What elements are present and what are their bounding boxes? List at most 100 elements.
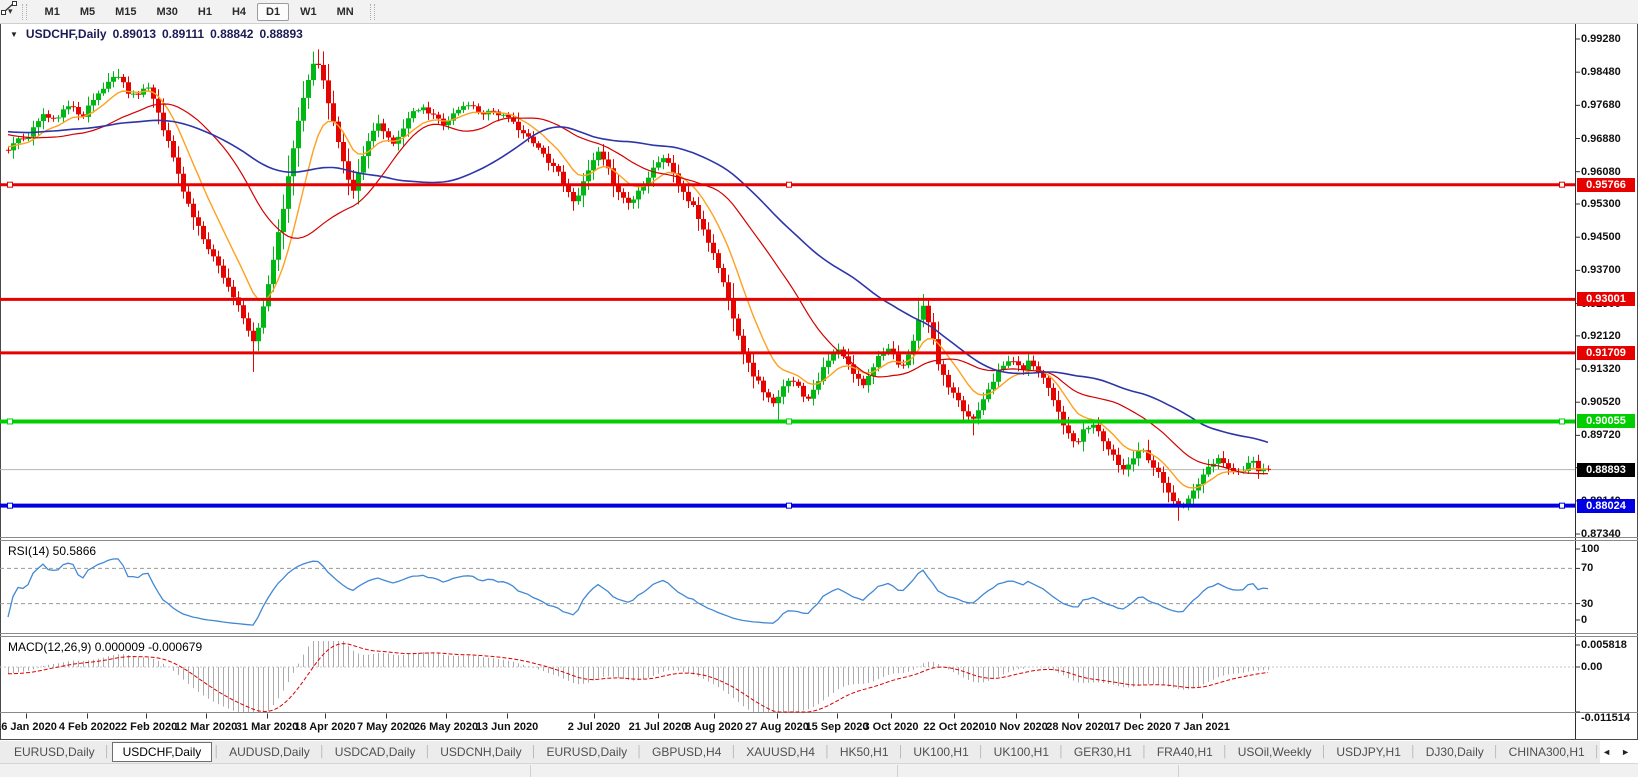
price-tag-0.95766: 0.95766 bbox=[1577, 177, 1635, 192]
price-axis-label: 0.99280 bbox=[1581, 33, 1621, 45]
timeframe-button-H4[interactable]: H4 bbox=[231, 5, 247, 18]
macd-signal-line bbox=[7, 643, 1269, 713]
tab-separator: │ bbox=[1221, 746, 1229, 758]
status-divider bbox=[530, 765, 531, 777]
rsi-axis-label: 70 bbox=[1581, 562, 1594, 575]
tab-scroll-right-button[interactable]: ► bbox=[1621, 747, 1630, 757]
line-handle[interactable] bbox=[7, 502, 13, 509]
timeframe-button-M30[interactable]: M30 bbox=[156, 5, 178, 18]
timeframe-button-M15[interactable]: M15 bbox=[115, 5, 137, 18]
timeframe-button-M5[interactable]: M5 bbox=[79, 5, 96, 18]
price-axis-label: 0.89720 bbox=[1581, 429, 1621, 442]
line-handle[interactable] bbox=[1559, 502, 1565, 509]
timeframe-button-M1[interactable]: M1 bbox=[44, 5, 60, 18]
tab-separator: │ bbox=[103, 746, 111, 758]
date-axis-label: 17 Dec 2020 bbox=[1108, 721, 1172, 733]
date-axis-label: 4 Feb 2020 bbox=[58, 721, 116, 733]
date-axis-label: 13 Jun 2020 bbox=[475, 721, 539, 733]
price-axis-label: 0.95300 bbox=[1581, 198, 1621, 210]
chart-tab-fra40-h1[interactable]: FRA40,H1 bbox=[1156, 745, 1213, 759]
line-handle[interactable] bbox=[1559, 418, 1565, 425]
timeframe-toolbar: ▾ M1 M5 M15 M30 H1 H4 D1 W1 MN bbox=[0, 0, 1638, 24]
toolbar-grip bbox=[21, 3, 27, 20]
timeframe-button-H1[interactable]: H1 bbox=[197, 5, 212, 18]
tab-separator: │ bbox=[213, 746, 221, 758]
date-axis-label: 15 Sep 2020 bbox=[805, 721, 869, 733]
price-axis-label: 0.96880 bbox=[1581, 132, 1621, 145]
chart-tab-china300-h1[interactable]: CHINA300,H1 bbox=[1508, 745, 1585, 759]
line-handle[interactable] bbox=[1559, 181, 1565, 188]
chart-tab-usdjpy-h1[interactable]: USDJPY,H1 bbox=[1336, 745, 1401, 759]
status-strip bbox=[0, 763, 1638, 777]
rsi-pane bbox=[0, 558, 1575, 626]
price-axis-label: 0.90520 bbox=[1581, 396, 1621, 409]
date-axis-label: 16 Jan 2020 bbox=[0, 721, 57, 733]
price-axis-label: 0.94500 bbox=[1581, 231, 1621, 244]
line-handle[interactable] bbox=[786, 181, 792, 188]
line-handle[interactable] bbox=[7, 418, 13, 425]
timeframe-button-D1[interactable]: D1 bbox=[257, 2, 290, 21]
chart-tab-bar: EURUSD,Daily │ USDCHF,Daily │ AUDUSD,Daily │ U… bbox=[0, 741, 1600, 763]
ohlc-high: 0.89111 bbox=[162, 27, 205, 41]
chart-tab-eurusd-daily[interactable]: EURUSD,Daily bbox=[14, 745, 95, 759]
chart-tab-audusd-daily[interactable]: AUDUSD,Daily bbox=[229, 745, 310, 759]
chart-tab-usoil-weekly[interactable]: USOil,Weekly bbox=[1237, 745, 1312, 759]
tab-separator: │ bbox=[1593, 746, 1600, 758]
chart-tab-dj30-daily[interactable]: DJ30,Daily bbox=[1425, 745, 1484, 759]
chart-tab-xauusd-h4[interactable]: XAUUSD,H4 bbox=[746, 745, 815, 759]
tab-separator: │ bbox=[897, 746, 905, 758]
toolbar-grip-end bbox=[369, 3, 375, 20]
tab-scroll-left-button[interactable]: ◄ bbox=[1602, 747, 1612, 757]
ohlc-open: 0.89013 bbox=[112, 27, 156, 41]
price-axis-label: 0.91320 bbox=[1581, 363, 1621, 376]
horizontal-line-0.95766[interactable] bbox=[0, 181, 1575, 188]
ohlc-low: 0.88842 bbox=[210, 27, 254, 41]
chart-tab-hk50-h1[interactable]: HK50,H1 bbox=[839, 745, 889, 759]
timeframe-button-W1[interactable]: W1 bbox=[300, 5, 317, 18]
tool-dropdown-caret-icon[interactable]: ▾ bbox=[8, 6, 13, 16]
macd-axis-label: 0.00 bbox=[1581, 661, 1603, 673]
price-axis-label: 0.92120 bbox=[1581, 329, 1621, 342]
chart-tab-usdcad-daily[interactable]: USDCAD,Daily bbox=[334, 745, 416, 759]
timeframe-button-MN[interactable]: MN bbox=[336, 5, 354, 18]
rsi-axis-label: 0 bbox=[1581, 614, 1588, 626]
chart-collapse-icon[interactable]: ▼ bbox=[10, 30, 18, 39]
current-price-tag: 0.88893 bbox=[1577, 462, 1635, 477]
tab-separator: │ bbox=[1320, 746, 1328, 758]
tab-separator: │ bbox=[1058, 746, 1065, 758]
chart-tab-ger30-h1[interactable]: GER30,H1 bbox=[1073, 745, 1132, 759]
chart-tab-uk100-h1[interactable]: UK100,H1 bbox=[993, 745, 1050, 759]
chart-tab-usdcnh-daily[interactable]: USDCNH,Daily bbox=[440, 745, 522, 759]
date-axis-label: 3 Oct 2020 bbox=[863, 721, 919, 733]
horizontal-line-0.90055[interactable] bbox=[0, 418, 1575, 425]
chart-title: ▼ USDCHF,Daily 0.89013 0.89111 0.88842 0.8889… bbox=[10, 27, 303, 41]
date-axis-label: 22 Oct 2020 bbox=[923, 721, 985, 733]
date-axis-label: 18 Apr 2020 bbox=[294, 721, 356, 733]
chart-tab-usdchf-daily[interactable]: USDCHF,Daily bbox=[111, 742, 213, 762]
price-tag-0.91709: 0.91709 bbox=[1577, 345, 1635, 360]
status-divider bbox=[1178, 765, 1179, 777]
horizontal-line-0.88024[interactable] bbox=[0, 502, 1575, 509]
tab-separator: │ bbox=[318, 746, 326, 758]
date-axis-label: 21 Jul 2020 bbox=[628, 721, 688, 733]
chart-tab-gbpusd-h4[interactable]: GBPUSD,H4 bbox=[652, 745, 722, 759]
chart-tab-uk100-h1[interactable]: UK100,H1 bbox=[913, 745, 969, 759]
tab-separator: │ bbox=[823, 746, 831, 758]
line-handle[interactable] bbox=[7, 181, 13, 188]
timeframe-buttons: M1 M5 M15 M30 H1 H4 D1 W1 MN bbox=[35, 2, 364, 21]
macd-axis-label: 0.005818 bbox=[1581, 639, 1627, 651]
price-tag-0.90055: 0.90055 bbox=[1577, 414, 1635, 429]
rsi-axis-label: 100 bbox=[1581, 543, 1600, 555]
rsi-axis-label: 30 bbox=[1581, 597, 1594, 610]
line-handle[interactable] bbox=[786, 418, 792, 425]
rsi-indicator-label: RSI(14) 50.5866 bbox=[8, 544, 97, 558]
date-axis-label: 7 Jan 2021 bbox=[1174, 721, 1230, 733]
tab-separator: │ bbox=[530, 746, 538, 758]
price-axis-label: 0.93700 bbox=[1581, 264, 1621, 277]
line-handle[interactable] bbox=[786, 502, 792, 509]
chart-tab-eurusd-daily[interactable]: EURUSD,Daily bbox=[546, 745, 628, 759]
price-tag-0.88024: 0.88024 bbox=[1577, 498, 1635, 513]
date-axis-label: 26 May 2020 bbox=[413, 721, 479, 733]
